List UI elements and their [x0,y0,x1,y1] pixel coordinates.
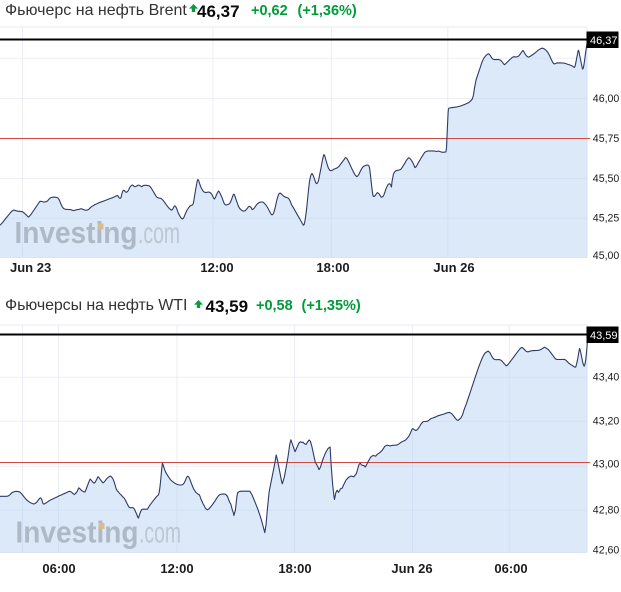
svg-text:43,59: 43,59 [590,330,618,342]
svg-text:Investing: Investing [16,515,139,550]
svg-text:43,20: 43,20 [593,416,620,428]
svg-text:46,00: 46,00 [593,93,620,105]
svg-text:42,80: 42,80 [593,505,620,517]
svg-text:42,60: 42,60 [593,545,620,557]
svg-text:45,00: 45,00 [593,250,620,262]
svg-text:Investing: Investing [15,215,138,250]
svg-text:45,25: 45,25 [593,213,620,225]
svg-text:43,40: 43,40 [593,372,620,384]
svg-text:46,37: 46,37 [590,35,618,47]
svg-text:.com: .com [139,517,181,550]
svg-text:.com: .com [138,217,180,250]
svg-text:43,00: 43,00 [593,459,620,471]
svg-text:45,50: 45,50 [593,173,620,185]
svg-text:45,75: 45,75 [593,133,620,145]
